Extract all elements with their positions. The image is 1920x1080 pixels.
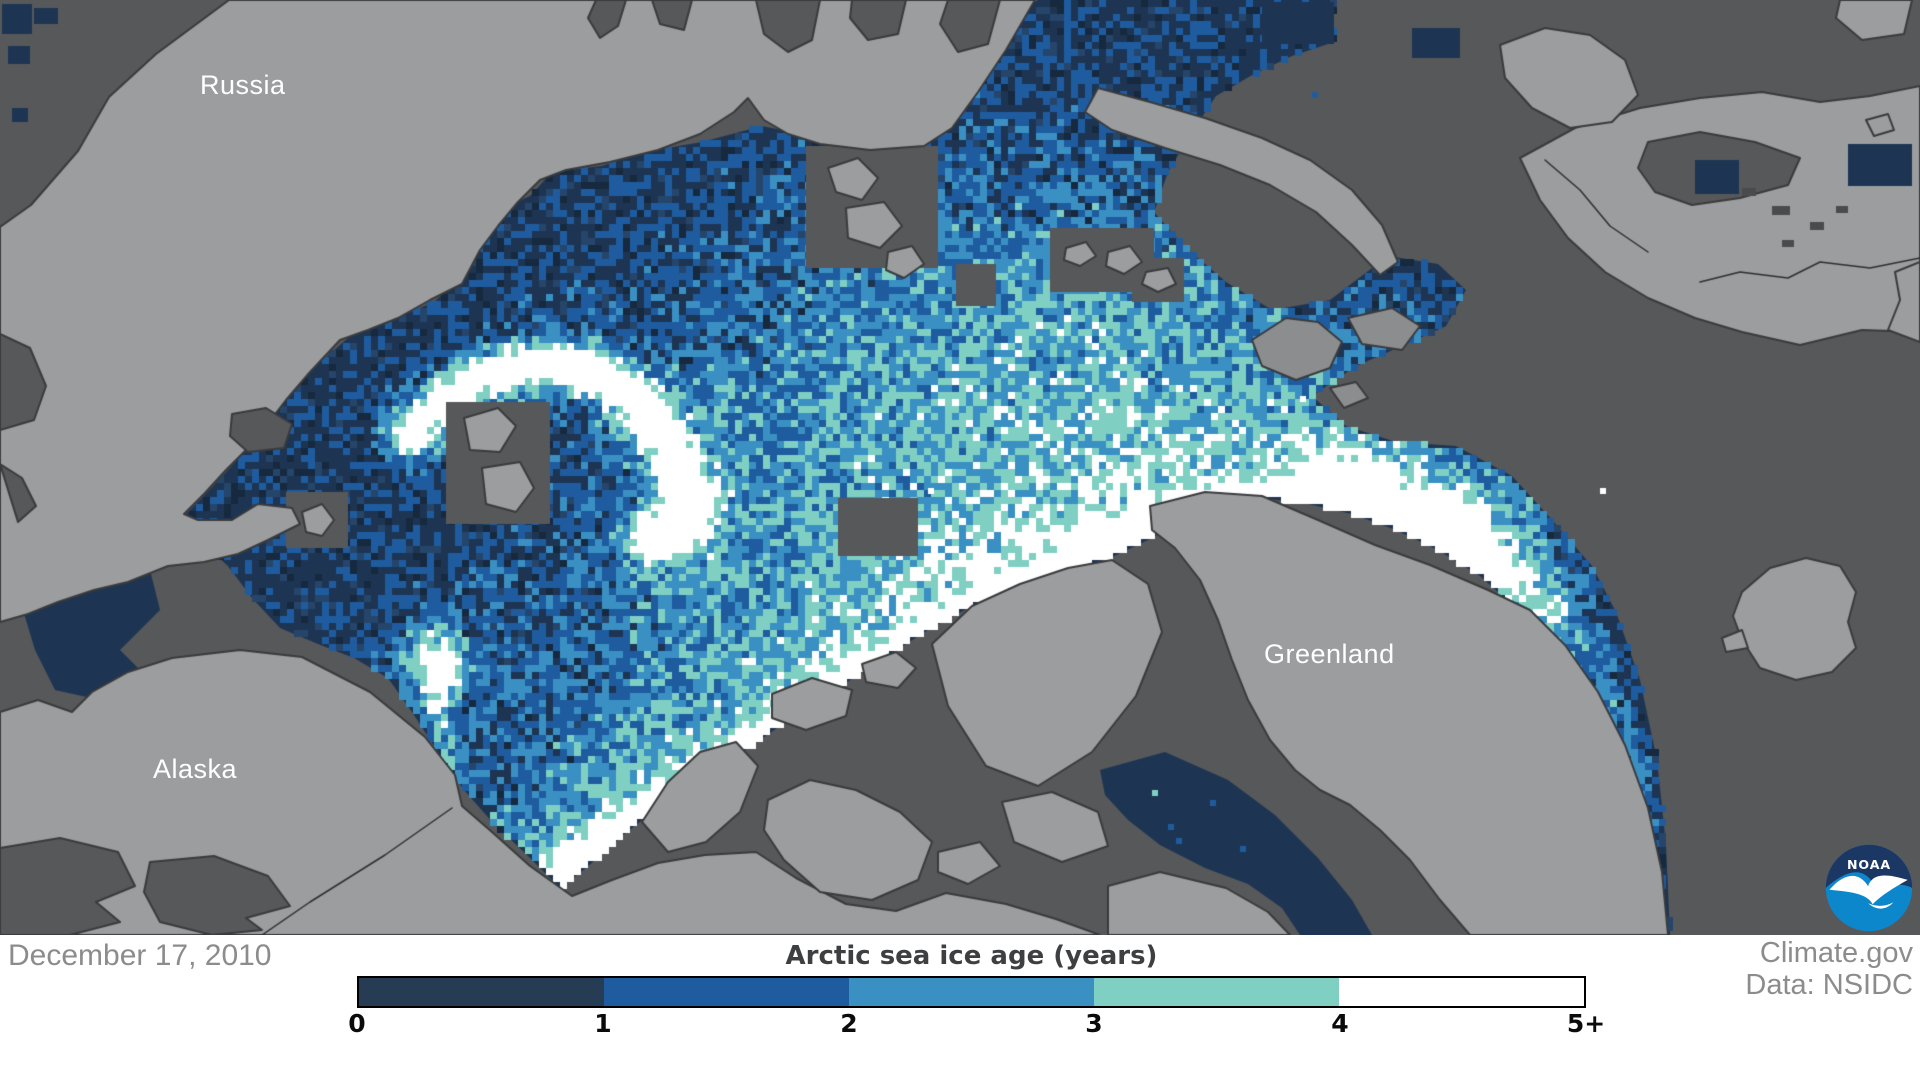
- noaa-logo-wave-icon: [1868, 902, 1894, 909]
- colorbar-segment-0-1: [359, 978, 604, 1006]
- noaa-logo-gull-icon: [1829, 875, 1908, 905]
- credit-label: Climate.gov: [1759, 937, 1913, 969]
- colorbar-segment-1-2: [604, 978, 849, 1006]
- footer-bar: December 17, 2010 Arctic sea ice age (ye…: [0, 935, 1920, 1080]
- colorbar-tick: 1: [594, 1009, 612, 1038]
- noaa-logo-text: NOAA: [1847, 857, 1891, 872]
- map-label-alaska: Alaska: [153, 754, 238, 784]
- map-label-russia: Russia: [200, 70, 286, 100]
- ice-age-colorbar: [357, 976, 1586, 1008]
- attribution-block: Climate.gov Data: NSIDC: [1745, 937, 1913, 1001]
- legend-title: Arctic sea ice age (years): [785, 941, 1158, 971]
- arctic-map: Russia Alaska Greenland NOAA: [0, 0, 1920, 935]
- map-label-greenland: Greenland: [1264, 639, 1395, 669]
- noaa-logo: NOAA: [1825, 844, 1913, 932]
- colorbar-tick: 2: [840, 1009, 858, 1038]
- colorbar-segment-3-4: [1094, 978, 1339, 1006]
- date-label: December 17, 2010: [8, 939, 272, 972]
- colorbar-tick: 3: [1085, 1009, 1103, 1038]
- sea-ice-age-map-canvas: [0, 0, 1920, 935]
- colorbar-tick: 5+: [1566, 1009, 1606, 1038]
- colorbar-segment-4-5: [1339, 978, 1584, 1006]
- colorbar-tick: 4: [1331, 1009, 1349, 1038]
- colorbar-tick: 0: [348, 1009, 366, 1038]
- data-source-label: Data: NSIDC: [1745, 969, 1913, 1001]
- colorbar-segment-2-3: [849, 978, 1094, 1006]
